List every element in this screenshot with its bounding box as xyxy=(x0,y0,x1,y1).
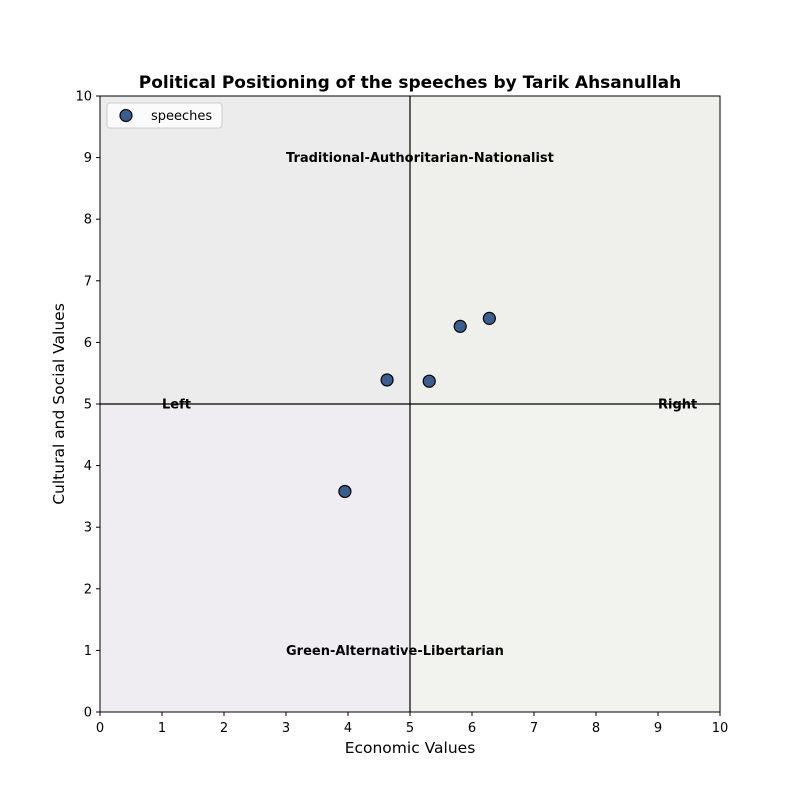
quadrant-bottom-right xyxy=(410,404,720,712)
x-tick-label: 7 xyxy=(530,721,538,736)
data-point xyxy=(380,373,394,387)
y-tick-label: 3 xyxy=(84,521,92,536)
x-tick-label: 9 xyxy=(654,721,662,736)
data-points xyxy=(338,311,496,499)
y-tick-label: 8 xyxy=(84,213,92,228)
x-axis-ticks: 0 1 2 3 4 5 6 7 8 9 10 xyxy=(96,712,728,736)
x-tick-label: 8 xyxy=(592,721,600,736)
legend-label: speeches xyxy=(151,109,212,124)
x-tick-label: 10 xyxy=(712,721,729,736)
y-tick-label: 7 xyxy=(84,274,92,289)
y-tick-label: 5 xyxy=(84,398,92,413)
annotation-left: Left xyxy=(162,398,191,413)
data-point xyxy=(482,311,496,325)
quadrant-backgrounds xyxy=(100,96,720,712)
x-tick-label: 2 xyxy=(220,721,228,736)
data-point xyxy=(422,374,436,388)
data-point xyxy=(338,484,352,499)
x-axis-label: Economic Values xyxy=(345,739,476,757)
chart-title: Political Positioning of the speeches by… xyxy=(139,73,681,93)
y-tick-label: 4 xyxy=(84,459,92,474)
y-tick-label: 10 xyxy=(75,90,92,105)
x-tick-label: 4 xyxy=(344,721,352,736)
y-tick-label: 1 xyxy=(84,644,92,659)
data-point xyxy=(453,319,467,333)
y-axis-label: Cultural and Social Values xyxy=(50,303,68,505)
x-tick-label: 3 xyxy=(282,721,290,736)
annotation-right: Right xyxy=(658,398,697,413)
x-tick-label: 0 xyxy=(96,721,104,736)
quadrant-top-right xyxy=(410,96,720,404)
x-tick-label: 1 xyxy=(158,721,166,736)
x-tick-label: 6 xyxy=(468,721,476,736)
y-tick-label: 9 xyxy=(84,151,92,166)
quadrant-top-left xyxy=(100,96,410,404)
legend-marker xyxy=(119,108,133,123)
annotation-traditional-authoritarian-nationalist: Traditional-Authoritarian-Nationalist xyxy=(286,151,554,166)
y-axis-ticks: 0 1 2 3 4 5 6 7 8 9 10 xyxy=(75,90,100,721)
y-tick-label: 0 xyxy=(84,706,92,721)
y-tick-label: 2 xyxy=(84,582,92,597)
legend: speeches xyxy=(106,102,223,129)
y-tick-label: 6 xyxy=(84,336,92,351)
legend-box xyxy=(106,102,223,129)
x-tick-label: 5 xyxy=(406,721,414,736)
quadrant-dividers xyxy=(100,96,720,712)
quadrant-bottom-left xyxy=(100,404,410,712)
annotation-green-alternative-libertarian: Green-Alternative-Libertarian xyxy=(286,644,504,659)
quadrant-annotations: Traditional-Authoritarian-Nationalist Gre… xyxy=(162,151,697,659)
